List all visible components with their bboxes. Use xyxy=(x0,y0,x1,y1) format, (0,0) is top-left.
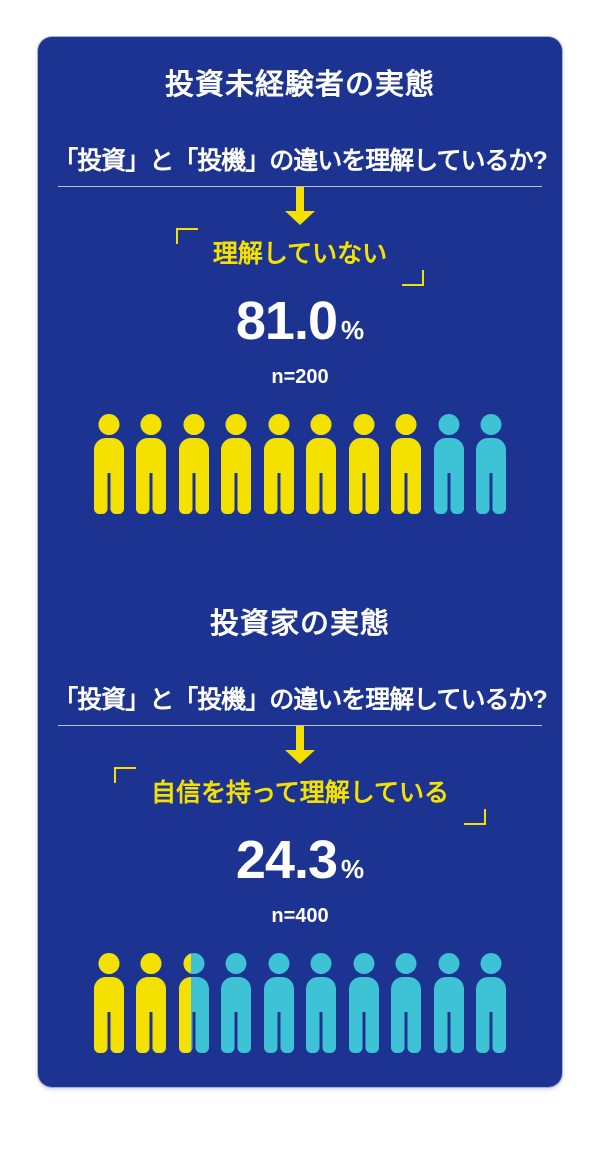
arrow-shaft xyxy=(296,187,304,212)
bracket-open-icon xyxy=(113,767,136,783)
bracket-close-icon xyxy=(464,809,486,825)
question-text: 「投資」と「投機」の違いを理解しているか? xyxy=(53,686,548,714)
pictogram-row xyxy=(38,953,562,1053)
down-arrow-icon xyxy=(284,726,316,764)
person-icon xyxy=(90,953,128,1053)
person-icon xyxy=(175,953,213,1053)
section-investors: 投資家の実態 「投資」と「投機」の違いを理解しているか? 自信を持って理解してい… xyxy=(38,606,562,1053)
bracket-open-icon xyxy=(175,228,198,244)
person-icon xyxy=(345,414,383,514)
person-icon xyxy=(217,953,255,1053)
arrow-head xyxy=(285,211,315,225)
person-icon xyxy=(260,953,298,1053)
person-icon xyxy=(472,414,510,514)
person-icon xyxy=(387,414,425,514)
answer-bracket-group: 理解していない xyxy=(175,228,425,286)
answer-label: 自信を持って理解している xyxy=(150,779,449,807)
percentage-value: 81.0% xyxy=(38,293,562,363)
person-icon xyxy=(302,414,340,514)
bracket-close-icon xyxy=(402,270,425,286)
answer-label: 理解していない xyxy=(212,240,388,268)
percentage-number: 24.3 xyxy=(235,830,338,890)
answer-row: 自信を持って理解している xyxy=(38,767,562,825)
percentage-value: 24.3% xyxy=(38,832,562,902)
divider-line xyxy=(58,186,542,187)
person-icon xyxy=(90,414,128,514)
person-icon xyxy=(132,414,170,514)
answer-bracket-group: 自信を持って理解している xyxy=(113,767,486,825)
percent-sign: % xyxy=(340,854,365,884)
person-icon xyxy=(472,953,510,1053)
percent-sign: % xyxy=(340,315,365,345)
section-non-experienced: 投資未経験者の実態 「投資」と「投機」の違いを理解しているか? 理解していない … xyxy=(38,67,562,514)
answer-row: 理解していない xyxy=(38,228,562,286)
arrow-shaft xyxy=(296,726,304,751)
section-title: 投資未経験者の実態 xyxy=(164,69,435,101)
person-icon xyxy=(302,953,340,1053)
person-icon xyxy=(430,414,468,514)
sample-size: n=200 xyxy=(271,366,329,388)
percentage-number: 81.0 xyxy=(235,291,338,351)
person-icon xyxy=(345,953,383,1053)
section-title: 投資家の実態 xyxy=(209,608,390,640)
person-icon xyxy=(132,953,170,1053)
infographic-card: 投資未経験者の実態 「投資」と「投機」の違いを理解しているか? 理解していない … xyxy=(38,37,562,1087)
person-icon xyxy=(387,953,425,1053)
person-icon xyxy=(175,414,213,514)
person-icon xyxy=(217,414,255,514)
question-text: 「投資」と「投機」の違いを理解しているか? xyxy=(53,147,548,175)
divider-line xyxy=(58,725,542,726)
down-arrow-icon xyxy=(284,187,316,225)
person-icon xyxy=(430,953,468,1053)
arrow-head xyxy=(285,750,315,764)
pictogram-row xyxy=(38,414,562,514)
person-icon xyxy=(260,414,298,514)
sample-size: n=400 xyxy=(271,905,329,927)
